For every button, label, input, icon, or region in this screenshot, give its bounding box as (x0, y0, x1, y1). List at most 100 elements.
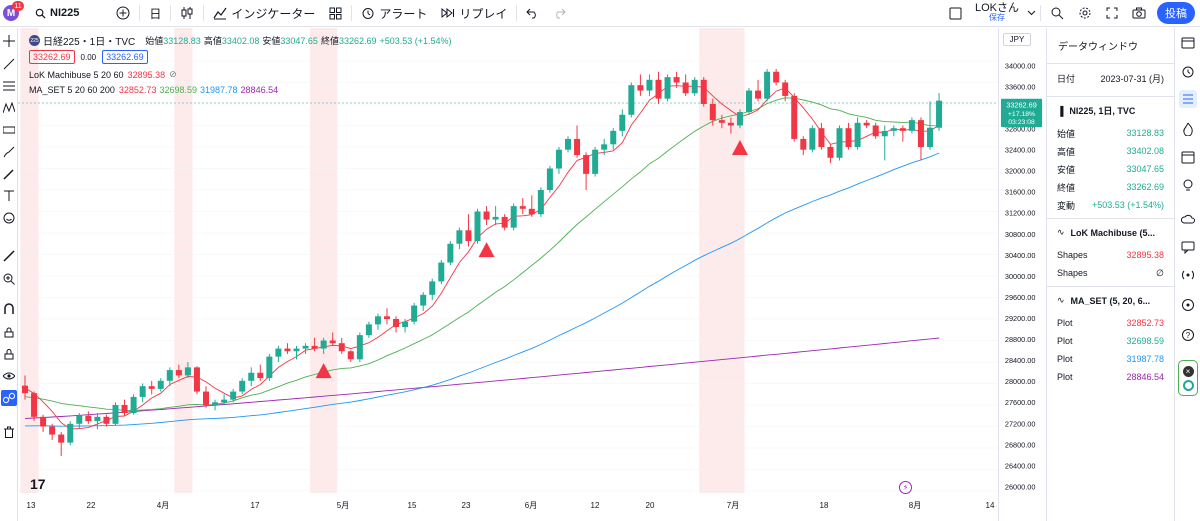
undo-button[interactable] (519, 0, 546, 27)
snapshot-button[interactable] (1125, 0, 1153, 27)
templates-button[interactable] (322, 0, 349, 27)
extension-widget[interactable]: × (1178, 360, 1198, 396)
date-tick-label: 14 (986, 501, 995, 510)
replay-button[interactable]: リプレイ (434, 0, 514, 27)
magnet-tool[interactable] (1, 301, 17, 317)
ma5-line (24, 85, 940, 430)
currency-button[interactable]: JPY (1003, 33, 1031, 46)
prediction-tool[interactable] (1, 122, 17, 138)
publish-button[interactable]: 投稿 (1157, 2, 1195, 24)
alert-button[interactable]: アラート (354, 0, 434, 27)
candle-body (791, 95, 798, 139)
candle-body (103, 416, 110, 424)
date-tick-label: 7月 (727, 501, 739, 510)
candle-body (456, 230, 463, 244)
trendline-tool[interactable] (1, 56, 17, 72)
watchlist-button[interactable] (1179, 34, 1197, 52)
chats-button[interactable] (1179, 238, 1197, 256)
candle-body (764, 71, 771, 99)
help-button[interactable]: ? (1179, 326, 1197, 344)
text-tool[interactable] (1, 188, 17, 204)
fib-tool[interactable] (1, 78, 17, 94)
lock-drawing-tool[interactable] (1, 324, 17, 340)
candle-body (637, 85, 644, 91)
event-marker-icon[interactable]: ⚡ (899, 481, 912, 494)
alerts-panel-button[interactable] (1179, 62, 1197, 80)
pattern-tool[interactable] (1, 100, 17, 116)
highlight-band (20, 28, 39, 493)
candle-body (555, 149, 562, 169)
price-chart[interactable]: 13 22 4月 17 5月 15 23 6月 12 20 7月 18 8月 14 (18, 28, 998, 521)
settings-button[interactable] (1071, 0, 1099, 27)
signals-button[interactable] (1179, 266, 1197, 284)
ohlc-label: 変動 (1057, 200, 1076, 211)
price-tick-label: 32000.00 (1005, 167, 1036, 176)
measure-tool[interactable] (1, 248, 17, 264)
data-window-button[interactable] (1179, 90, 1197, 108)
candle-body (782, 82, 789, 96)
candle-body (908, 120, 915, 131)
fullscreen-button[interactable] (1099, 0, 1125, 27)
highlight-band (174, 28, 193, 493)
profile-logo[interactable]: M 11 (3, 1, 25, 22)
interval-button[interactable]: 日 (149, 6, 162, 21)
layout-button[interactable] (942, 0, 969, 27)
crosshair-tool[interactable] (1, 33, 17, 49)
wave-icon: ∿ (1057, 295, 1065, 305)
candle-body (130, 396, 137, 414)
indicator1-name[interactable]: LoK Machibuse 5 20 60 (29, 69, 124, 80)
series-title[interactable]: 日経225・1日・TVC (43, 37, 136, 48)
pencil-tool[interactable] (1, 166, 17, 182)
calendar-button[interactable] (1179, 148, 1197, 166)
ma200-line (24, 337, 940, 419)
indicator2-section-header[interactable]: ∿ MA_SET (5, 20, 6... (1047, 286, 1174, 314)
candle-body (266, 356, 273, 379)
date-tick-label: 13 (27, 501, 36, 510)
sync-tool[interactable] (1, 390, 17, 406)
toolbar-divider (1040, 5, 1041, 21)
chart-type-button[interactable] (173, 0, 201, 27)
hotlists-button[interactable] (1179, 120, 1197, 138)
streams-button[interactable] (1179, 210, 1197, 228)
indicators-label: インジケーター (231, 6, 316, 21)
drawing-toolbar (0, 28, 18, 521)
user-save-button[interactable]: LOKさん 保存 (969, 3, 1025, 23)
right-widget-bar: ? × (1174, 28, 1200, 521)
symbol-search-button[interactable]: NI225 (25, 0, 86, 27)
price-tick-label: 28400.00 (1005, 356, 1036, 365)
candle-body (574, 138, 581, 156)
indicator2-legend: MA_SET 5 20 60 200 32852.73 32698.59 319… (29, 85, 278, 95)
ohlc-value: 33402.08 (1126, 146, 1164, 156)
candle-body (148, 386, 155, 389)
remove-drawings-tool[interactable] (1, 424, 17, 440)
broadcast-button[interactable] (1179, 296, 1197, 314)
emoji-tool[interactable] (1, 210, 17, 226)
highlight-band (699, 28, 745, 493)
redo-button[interactable] (546, 0, 573, 27)
indicator1-section-header[interactable]: ∿ LoK Machibuse (5... (1047, 218, 1174, 246)
price-axis[interactable]: 34000.0033600.0033200.0032800.0032400.00… (998, 28, 1046, 521)
indicator2-name[interactable]: MA_SET 5 20 60 200 (29, 85, 115, 95)
buy-price-box[interactable]: 33262.69 (102, 50, 148, 64)
plot-value: 32698.59 (1126, 336, 1164, 346)
symbol-section-header[interactable]: ▐ NI225, 1日, TVC (1047, 96, 1174, 124)
ideas-button[interactable] (1179, 176, 1197, 194)
toolbar-divider (170, 5, 172, 21)
zoom-tool[interactable] (1, 271, 17, 287)
candle-body (809, 128, 816, 150)
indicators-button[interactable]: インジケーター (206, 0, 322, 27)
high-value: 33402.08 (221, 35, 260, 46)
sell-price-box[interactable]: 33262.69 (29, 50, 75, 64)
layout-menu-button[interactable] (1025, 0, 1038, 27)
date-tick-label: 22 (87, 501, 96, 510)
lock-tool[interactable] (1, 346, 17, 362)
candle-body (22, 385, 28, 394)
ma5-value: 32852.73 (118, 85, 157, 95)
hide-tool[interactable] (1, 368, 17, 384)
brush-tool[interactable] (1, 144, 17, 160)
quick-search-button[interactable] (1043, 0, 1071, 27)
candle-body (628, 85, 635, 115)
candle-body (230, 391, 237, 400)
compare-button[interactable] (86, 0, 137, 27)
candle-body (293, 348, 300, 352)
